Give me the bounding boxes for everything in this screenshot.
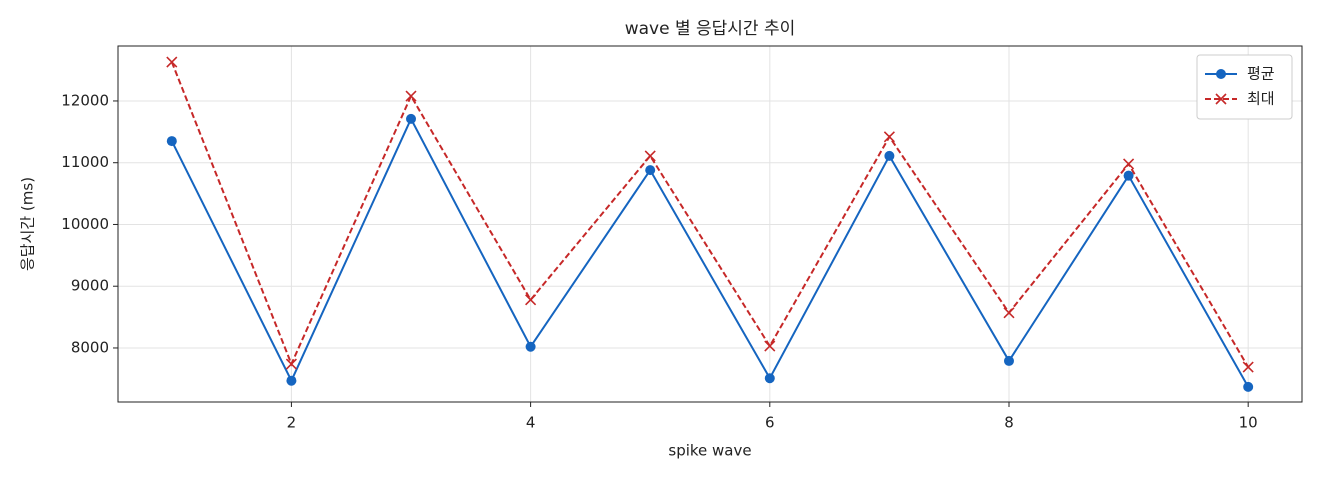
data-point (764, 373, 775, 384)
legend-marker (1215, 93, 1227, 105)
x-tick-label: 2 (287, 414, 297, 432)
data-point (405, 90, 417, 102)
data-point (525, 341, 536, 352)
data-point (884, 150, 895, 161)
data-point (1003, 355, 1014, 366)
legend-label: 최대 (1247, 90, 1275, 108)
x-tick-label: 4 (526, 414, 536, 432)
y-tick-label: 9000 (71, 277, 109, 295)
y-tick-label: 8000 (71, 338, 109, 356)
series-line (170, 61, 1250, 368)
data-point (286, 375, 297, 386)
legend-marker (1216, 69, 1226, 79)
data-point (1123, 158, 1135, 170)
data-point (406, 113, 417, 124)
x-tick-label: 10 (1239, 414, 1258, 432)
data-point (166, 56, 178, 68)
y-axis-label: 응답시간 (ms) (19, 177, 37, 271)
data-point (1243, 381, 1254, 392)
y-tick-label: 11000 (61, 153, 109, 171)
data-point (1003, 307, 1015, 319)
data-point (645, 165, 656, 176)
x-tick-label: 6 (765, 414, 775, 432)
legend-label: 평균 (1247, 65, 1275, 83)
data-point (525, 294, 537, 306)
data-point (764, 340, 776, 352)
data-point (644, 150, 656, 162)
plot-frame (117, 45, 1303, 403)
y-tick-label: 12000 (61, 91, 109, 109)
chart-title: wave 별 응답시간 추이 (625, 19, 796, 39)
data-point (1123, 170, 1134, 181)
series-line (170, 116, 1250, 388)
data-point (285, 358, 297, 370)
y-tick-label: 10000 (61, 215, 109, 233)
data-point (166, 136, 177, 147)
data-point (883, 131, 895, 143)
legend-box (1196, 54, 1293, 120)
data-point (1242, 361, 1254, 373)
x-axis-label: spike wave (668, 442, 751, 460)
x-tick-label: 8 (1004, 414, 1014, 432)
